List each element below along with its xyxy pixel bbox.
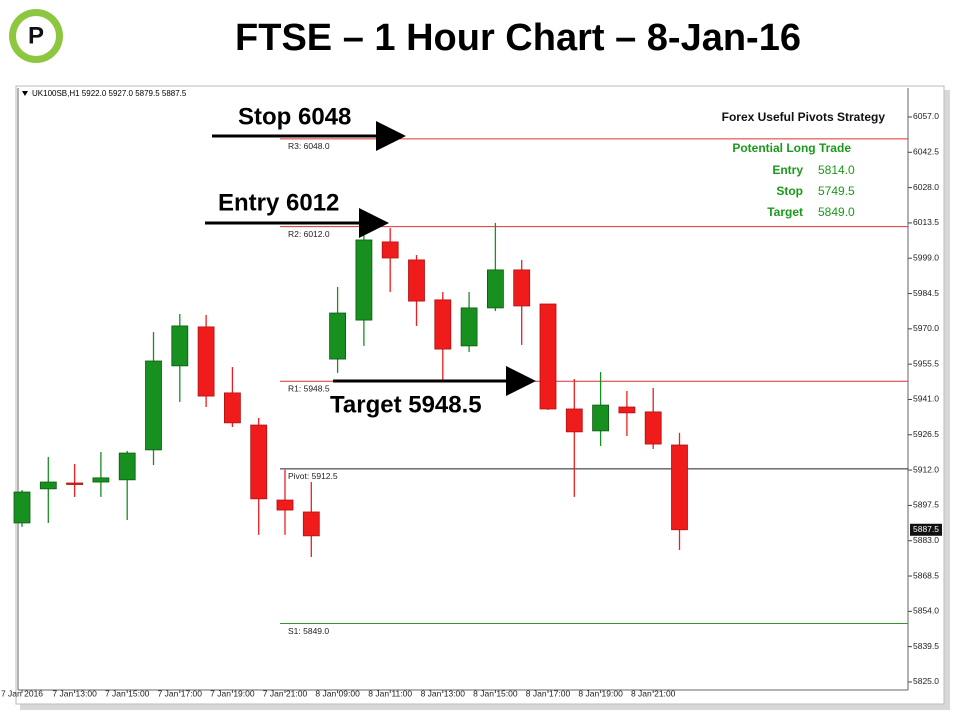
info-subtitle: Potential Long Trade bbox=[732, 141, 851, 155]
candle-body bbox=[565, 408, 583, 433]
y-tick-label: 5955.5 bbox=[913, 358, 939, 368]
x-tick-label: 7 Jan 2016 bbox=[1, 688, 43, 698]
info-value: 5814.0 bbox=[818, 163, 855, 177]
x-tick-label: 8 Jan 19:00 bbox=[578, 688, 623, 698]
chart-frame bbox=[15, 85, 945, 705]
info-label: Entry bbox=[772, 163, 803, 177]
y-tick-label: 5868.5 bbox=[913, 570, 939, 580]
pivot-level-label: R2: 6012.0 bbox=[288, 229, 330, 239]
symbol-header: UK100SB,H1 5922.0 5927.0 5879.5 5887.5 bbox=[32, 89, 187, 98]
y-tick-label: 6057.0 bbox=[913, 111, 939, 121]
info-title: Forex Useful Pivots Strategy bbox=[722, 110, 886, 124]
candle-body bbox=[381, 241, 399, 259]
annotation: Target 5948.5 bbox=[330, 391, 482, 418]
candle-body bbox=[223, 392, 241, 424]
candle-body bbox=[250, 424, 268, 500]
current-price-tag bbox=[910, 523, 942, 536]
x-tick-label: 7 Jan 21:00 bbox=[263, 688, 308, 698]
annotation: Stop 6048 bbox=[238, 103, 351, 130]
info-label: Stop bbox=[776, 184, 803, 198]
candle-body bbox=[408, 259, 425, 302]
x-tick-label: 8 Jan 11:00 bbox=[368, 688, 412, 698]
pivot-level-label: R1: 5948.5 bbox=[288, 383, 330, 393]
candle-body bbox=[618, 406, 636, 414]
x-tick-label: 7 Jan 17:00 bbox=[158, 688, 203, 698]
candle-body bbox=[671, 444, 688, 531]
candle-body bbox=[644, 411, 662, 445]
y-tick-label: 5970.0 bbox=[913, 323, 939, 333]
y-tick-label: 5825.0 bbox=[913, 676, 939, 686]
y-tick-label: 5941.0 bbox=[913, 394, 939, 404]
candle-body bbox=[513, 269, 531, 307]
x-tick-label: 8 Jan 09:00 bbox=[315, 688, 360, 698]
x-tick-label: 7 Jan 19:00 bbox=[210, 688, 255, 698]
annotation: Entry 6012 bbox=[218, 189, 339, 216]
y-tick-label: 6028.0 bbox=[913, 182, 939, 192]
y-tick-label: 5854.0 bbox=[913, 606, 939, 616]
x-tick-label: 8 Jan 21:00 bbox=[631, 688, 676, 698]
y-tick-label: 6013.5 bbox=[913, 217, 939, 227]
x-tick-label: 7 Jan 15:00 bbox=[105, 688, 150, 698]
x-tick-label: 8 Jan 13:00 bbox=[421, 688, 466, 698]
candle-body bbox=[66, 482, 83, 485]
x-tick-label: 8 Jan 17:00 bbox=[526, 688, 571, 698]
candle-body bbox=[302, 511, 320, 537]
y-tick-label: 5999.0 bbox=[913, 252, 939, 262]
info-value: 5749.5 bbox=[818, 184, 855, 198]
candle-body bbox=[13, 491, 31, 524]
candle-body bbox=[92, 477, 110, 483]
y-tick-label: 5912.0 bbox=[913, 464, 939, 474]
candle-body bbox=[592, 404, 609, 432]
y-tick-label: 5926.5 bbox=[913, 429, 939, 439]
y-tick-label: 5984.5 bbox=[913, 288, 939, 298]
x-tick-label: 8 Jan 15:00 bbox=[473, 688, 518, 698]
candle-body bbox=[539, 303, 557, 410]
candle-body bbox=[197, 326, 215, 397]
y-tick-label: 5883.0 bbox=[913, 535, 939, 545]
info-label: Target bbox=[767, 205, 803, 219]
candle-body bbox=[329, 312, 347, 360]
header-marker bbox=[22, 91, 28, 96]
candle-body bbox=[434, 299, 452, 350]
candle-body bbox=[39, 481, 57, 490]
pivot-level-label: Pivot: 5912.5 bbox=[288, 471, 338, 481]
candle-body bbox=[355, 239, 373, 321]
candle-body bbox=[276, 499, 294, 511]
y-tick-label: 6042.5 bbox=[913, 147, 939, 157]
candle-body bbox=[486, 269, 504, 309]
y-tick-label: 5839.5 bbox=[913, 641, 939, 651]
chart-title: FTSE – 1 Hour Chart – 8-Jan-16 bbox=[235, 17, 801, 59]
pivot-level-label: S1: 5849.0 bbox=[288, 626, 329, 636]
candle-body bbox=[171, 325, 189, 367]
logo bbox=[16, 16, 56, 56]
candle-body bbox=[460, 307, 478, 347]
info-value: 5849.0 bbox=[818, 205, 855, 219]
x-tick-label: 7 Jan 13:00 bbox=[52, 688, 97, 698]
candle-body bbox=[118, 452, 136, 481]
logo-letter: P bbox=[28, 22, 44, 49]
pivot-level-label: R3: 6048.0 bbox=[288, 141, 330, 151]
candle-body bbox=[145, 360, 162, 451]
y-tick-label: 5897.5 bbox=[913, 500, 939, 510]
current-price-label: 5887.5 bbox=[913, 524, 939, 534]
